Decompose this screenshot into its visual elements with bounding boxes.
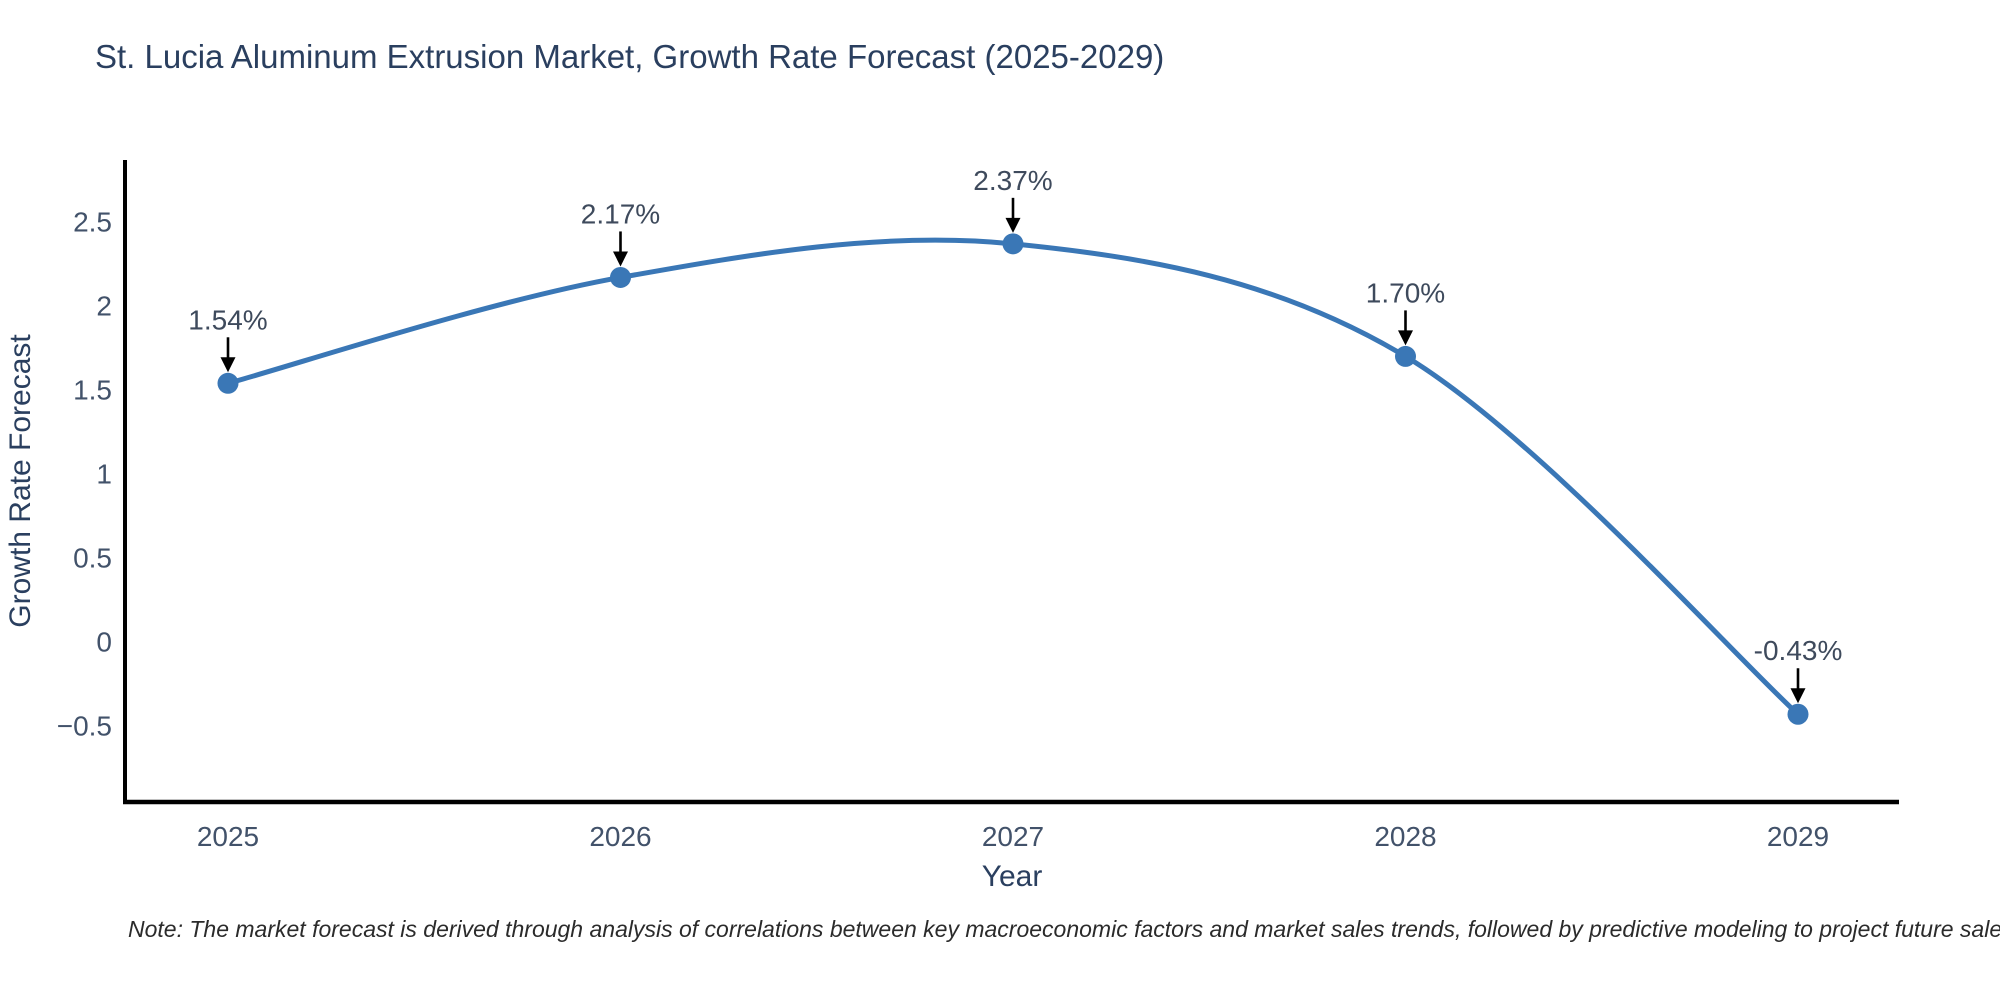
y-tick-label: 1.5: [73, 375, 112, 406]
y-tick-label: 1: [96, 459, 112, 490]
data-point-value-label: 1.54%: [188, 304, 267, 335]
annotation-arrowhead-icon: [1790, 688, 1806, 704]
x-tick-label: 2028: [1374, 821, 1436, 852]
y-tick-label: 2.5: [73, 207, 112, 238]
annotation-arrowhead-icon: [1398, 330, 1413, 346]
x-axis-title: Year: [982, 860, 1043, 893]
y-tick-label: −0.5: [57, 711, 112, 742]
x-tick-label: 2026: [589, 821, 651, 852]
data-point-marker[interactable]: [1787, 703, 1809, 725]
data-point-value-label: -0.43%: [1754, 635, 1843, 666]
data-point-marker[interactable]: [610, 266, 631, 288]
y-axis-title: Growth Rate Forecast: [4, 334, 37, 628]
annotation-arrowhead-icon: [220, 357, 236, 373]
data-point-marker[interactable]: [1395, 345, 1416, 367]
x-tick-label: 2029: [1767, 821, 1829, 852]
y-tick-label: 0.5: [73, 543, 112, 574]
forecast-line: [225, 237, 1801, 717]
footnote-text: Note: The market forecast is derived thr…: [128, 916, 2000, 942]
annotation-arrowhead-icon: [613, 251, 628, 267]
data-point-marker[interactable]: [217, 372, 239, 394]
annotation-arrowhead-icon: [1005, 217, 1021, 233]
x-tick-label: 2027: [982, 821, 1044, 852]
y-tick-label: 0: [96, 627, 112, 658]
data-point-marker[interactable]: [1002, 233, 1024, 255]
y-tick-label: 2: [96, 291, 112, 322]
x-tick-label: 2025: [197, 821, 259, 852]
chart-title: St. Lucia Aluminum Extrusion Market, Gro…: [95, 38, 1165, 75]
data-point-value-label: 2.17%: [581, 198, 660, 229]
data-point-value-label: 2.37%: [973, 165, 1052, 196]
data-point-value-label: 1.70%: [1366, 277, 1445, 308]
